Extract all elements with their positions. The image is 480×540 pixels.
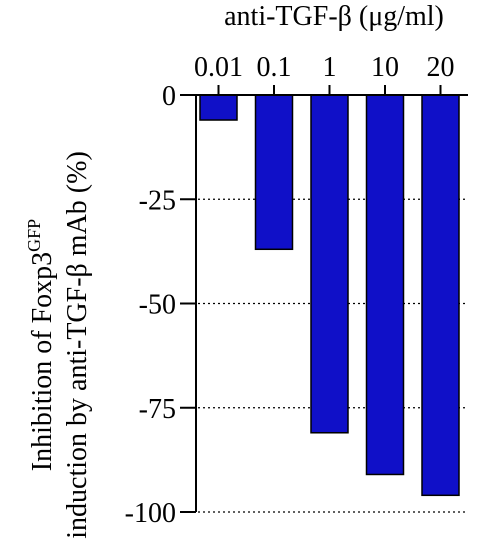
- bars: [199, 94, 460, 497]
- y-tick-label: -50: [139, 290, 176, 321]
- y-axis-label-superscript: GFP: [24, 219, 44, 252]
- x-tick-label: 0.01: [194, 52, 243, 83]
- bar-10: [365, 94, 405, 476]
- x-tick-label: 1: [323, 52, 337, 83]
- x-tick-label: 10: [371, 52, 399, 83]
- y-axis-label-line1: Inhibition of Foxp3GFP: [24, 219, 58, 471]
- x-tick-label: 20: [427, 52, 455, 83]
- bar-1: [310, 94, 349, 434]
- y-axis-label-main: Inhibition of Foxp3: [27, 252, 58, 471]
- chart-title: anti-TGF-β (μg/ml): [224, 1, 444, 32]
- y-tick-label: 0: [162, 81, 176, 112]
- x-tick-label: 0.1: [257, 52, 292, 83]
- y-axis-label-line2: induction by anti-TGF-β mAb (%): [62, 151, 93, 539]
- x-tick-labels: 0.01 0.1 1 10 20: [194, 52, 455, 83]
- y-tick-label: -25: [139, 185, 176, 216]
- bar-20: [421, 94, 460, 497]
- y-axis-label-group: Inhibition of Foxp3GFP induction by anti…: [24, 151, 93, 539]
- axes: [180, 85, 468, 513]
- bar-0.01: [199, 94, 238, 121]
- y-tick-labels: 0 -25 -50 -75 -100: [125, 81, 176, 529]
- bar-0.1: [254, 94, 294, 251]
- y-tick-label: -75: [139, 394, 176, 425]
- y-tick-label: -100: [125, 498, 176, 529]
